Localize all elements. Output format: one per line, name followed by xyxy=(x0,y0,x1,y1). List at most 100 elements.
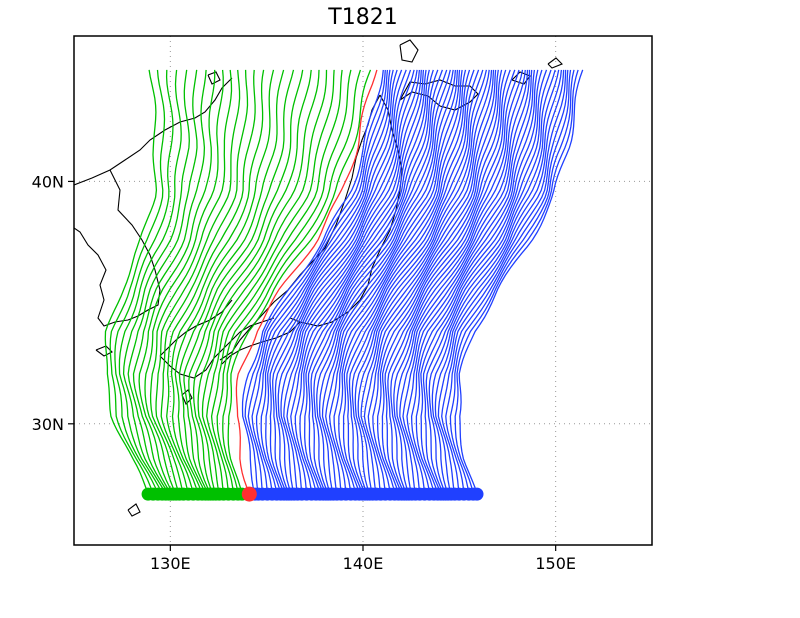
track-line xyxy=(406,69,536,495)
track-line xyxy=(269,69,407,495)
y-tick-label: 30N xyxy=(32,415,64,434)
track-line xyxy=(348,69,484,495)
start-points xyxy=(141,486,484,502)
track-line xyxy=(227,69,372,495)
track-line xyxy=(210,69,343,495)
track-line xyxy=(346,69,480,495)
track-line xyxy=(434,69,565,495)
track-line xyxy=(441,69,569,495)
track-line xyxy=(127,69,198,495)
track-line xyxy=(458,69,584,495)
track-line xyxy=(387,69,520,495)
track-line xyxy=(170,69,265,495)
track-line xyxy=(449,69,575,495)
track-line xyxy=(294,69,430,495)
coastline-segment xyxy=(95,345,113,357)
track-line xyxy=(132,69,207,495)
track-line xyxy=(118,69,182,495)
track-line xyxy=(399,69,531,495)
track-line xyxy=(166,69,256,495)
track-line xyxy=(174,69,275,495)
track-line xyxy=(381,69,511,495)
track-line xyxy=(222,69,362,495)
track-line xyxy=(402,69,533,495)
track-line xyxy=(144,69,224,495)
map-title: T1821 xyxy=(327,5,397,30)
track-line xyxy=(328,69,463,495)
track-line xyxy=(280,69,421,495)
track-line xyxy=(318,69,457,495)
y-tick-label: 40N xyxy=(32,172,64,191)
track-line xyxy=(437,69,567,495)
track-line xyxy=(274,69,415,495)
track-line xyxy=(338,69,471,495)
coastline-segment xyxy=(207,71,221,85)
track-line xyxy=(109,69,166,495)
coastline-segment xyxy=(219,94,381,361)
track-line xyxy=(265,69,403,495)
start-point xyxy=(470,487,484,501)
track-line xyxy=(299,69,434,495)
reference-start-point xyxy=(241,486,257,502)
coastline-segment xyxy=(74,169,161,327)
track-line xyxy=(192,69,312,495)
x-tick-label: 150E xyxy=(535,554,576,573)
track-line xyxy=(277,69,418,495)
track-line xyxy=(384,69,516,495)
track-line xyxy=(360,69,495,495)
ensemble-tracks xyxy=(104,69,584,495)
x-tick-label: 140E xyxy=(343,554,384,573)
track-line xyxy=(313,69,451,495)
track-line xyxy=(206,69,335,495)
track-line xyxy=(367,69,499,495)
track-line xyxy=(307,69,444,495)
track-line xyxy=(428,69,560,495)
track-line xyxy=(241,69,384,495)
track-line xyxy=(310,69,448,495)
track-line xyxy=(286,69,425,495)
track-line xyxy=(316,69,454,495)
track-line xyxy=(244,69,386,495)
track-line xyxy=(396,69,529,495)
track-line xyxy=(342,69,475,495)
track-line xyxy=(272,69,412,495)
track-line xyxy=(104,69,158,495)
coastline-segment xyxy=(547,57,563,69)
track-line xyxy=(363,69,497,495)
track-line xyxy=(155,69,241,495)
track-line xyxy=(325,69,461,495)
track-line xyxy=(178,69,285,495)
track-line xyxy=(197,69,320,495)
track-line xyxy=(114,69,174,495)
axis-labels: 130E 140E 150E 30N 40N xyxy=(32,172,576,573)
coastline-segment xyxy=(399,39,419,63)
track-line xyxy=(160,69,249,495)
track-line xyxy=(260,69,398,495)
track-line xyxy=(247,69,389,495)
track-line xyxy=(251,69,391,495)
x-tick-label: 130E xyxy=(150,554,191,573)
track-line xyxy=(354,69,490,495)
track-line xyxy=(122,69,190,495)
track-line xyxy=(454,69,579,495)
track-line xyxy=(290,69,427,495)
track-line xyxy=(255,69,394,495)
track-line xyxy=(376,69,507,495)
track-line xyxy=(216,69,352,495)
track-line xyxy=(188,69,304,495)
track-line xyxy=(351,69,488,495)
track-line xyxy=(372,69,503,495)
track-line xyxy=(410,69,539,495)
track-line xyxy=(357,69,493,495)
track-line xyxy=(235,69,378,495)
track-line xyxy=(321,69,459,495)
track-line xyxy=(445,69,572,495)
coastline-segment xyxy=(74,77,233,186)
coastline-segment xyxy=(159,317,275,379)
coastline-segment xyxy=(127,503,141,517)
track-line xyxy=(138,69,216,495)
track-line xyxy=(420,69,548,495)
track-line xyxy=(304,69,439,495)
track-line xyxy=(393,69,526,495)
